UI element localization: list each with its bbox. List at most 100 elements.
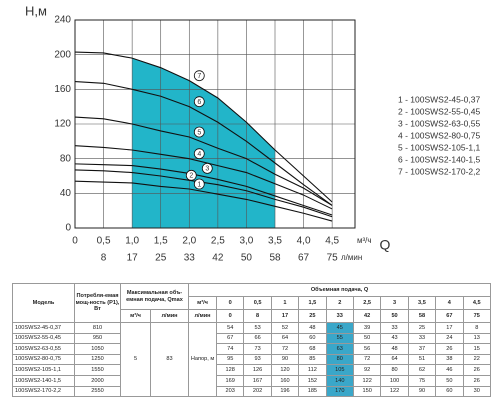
curve [74,163,333,216]
value-cell: 150 [352,385,382,398]
power-cell: 950 [74,332,121,345]
curve [74,145,333,210]
x2-tick-label: 50 [241,253,253,264]
value-cell: 48 [298,322,327,334]
plot-frame [74,19,356,229]
value-cell: 80 [325,353,354,366]
x2-tick-label: 8 [101,253,107,264]
power-cell: 2000 [74,374,121,387]
legend-entry: 6 - 100SWS2-140-1,5 [398,154,480,164]
model-cell: 100SWS2-140-1,5 [12,374,75,387]
header-cell: 67 [435,309,464,323]
header-cell: 4 [435,296,464,310]
header-cell: 42 [352,309,382,323]
value-cell: 48 [380,343,409,355]
value-cell: 85 [298,353,327,366]
curve-marker [193,148,205,160]
header-cell: 25 [298,309,327,323]
value-cell: 140 [325,374,354,387]
x2-tick-label: 25 [155,253,167,264]
header-cell: 1,5 [298,296,327,310]
value-cell: 55 [325,332,354,345]
value-cell: 33 [380,322,409,334]
value-cell: 80 [380,364,409,376]
x-tick-label: 2,0 [182,236,196,247]
header-cell: Модель [12,283,75,323]
header-cell: 75 [462,309,492,323]
header-cell: 50 [380,309,409,323]
x2-tick-label: 75 [327,253,339,264]
model-cell: 100SWS2-45-0,37 [12,322,75,334]
value-cell: 92 [352,364,382,376]
curve-marker-label: 1 [197,181,201,188]
x-tick-label: 3,0 [239,236,253,247]
value-cell: 68 [298,343,327,355]
power-cell: 1250 [74,353,121,366]
header-cell: 0 [216,309,245,323]
value-cell: 122 [352,374,382,387]
value-cell: 13 [462,332,492,345]
header-cell: 4,5 [462,296,492,310]
value-cell: 167 [243,374,272,387]
value-cell: 185 [298,385,327,398]
table-row: 100SWS2-63-0,55 1050 74 73 72 68 63 56 48 37 26 15 [12,343,492,355]
value-cell: 75 [407,374,437,387]
x2-tick-label: 58 [269,253,281,264]
x2-tick-label: 67 [298,253,310,264]
x2-unit: л/мин [341,253,362,262]
curve-marker [193,126,205,138]
table-row: 100SWS2-80-0,75 1250 95 93 90 85 80 72 64 51 38 22 [12,353,492,366]
head-label-cell: Напор, м [188,321,218,398]
y-tick-label: 0 [65,223,71,234]
power-cell: 2550 [74,385,121,398]
value-cell: 64 [270,332,300,345]
value-cell: 56 [352,343,382,355]
header-cell: 0 [216,296,245,310]
curve [74,180,333,222]
value-cell: 25 [407,322,437,334]
value-cell: 152 [298,374,327,387]
curve [74,80,333,206]
value-cell: 39 [352,322,382,334]
header-cell: Потребля-емая мощ-ность (P1), Вт [74,283,121,323]
value-cell: 74 [216,343,245,355]
value-cell: 38 [435,353,464,366]
legend-entry: 1 - 100SWS2-45-0,37 [398,94,480,104]
curve-marker [193,70,205,82]
x-tick-label: 4,0 [297,236,311,247]
value-cell: 43 [380,332,409,345]
header-cell: л/мин [149,309,190,323]
value-cell: 128 [216,364,245,376]
curve-marker [201,162,213,174]
y-tick-label: 200 [54,49,71,60]
curve-marker-label: 4 [197,151,201,158]
header-cell: 3,5 [407,296,437,310]
header-cell: 2,5 [352,296,382,310]
value-cell: 26 [462,374,492,387]
curve-marker-label: 7 [197,73,201,80]
y-axis-label: Н,м [25,3,47,18]
chart: Н,м 0 40 80 120 160 200 240 0 0,5 1,0 1,5 2,0 2,5 3,0… [25,3,480,264]
value-cell: 95 [216,353,245,366]
y-tick-label: 40 [60,188,72,199]
value-cell: 100 [380,374,409,387]
model-cell: 100SWS2-63-0,55 [12,343,75,355]
header-cell: 2 [325,296,354,310]
curve-marker [193,96,205,108]
x-tick-label: 2,5 [211,236,225,247]
value-cell: 37 [407,343,437,355]
value-cell: 50 [435,374,464,387]
power-cell: 1550 [74,364,121,376]
value-cell: 105 [325,364,354,376]
header-cell: 17 [270,309,300,323]
model-cell: 100SWS2-105-1,1 [12,364,75,376]
header-cell: 3 [380,296,409,310]
qmax-cell: 5 [120,321,151,398]
header-cell: м³/ч [120,309,151,323]
x2-tick-label: 42 [212,253,224,264]
header-cell: 58 [407,309,437,323]
value-cell: 17 [435,322,464,334]
x2-tick-label: 17 [127,253,139,264]
x-tick-label: 0,5 [97,236,111,247]
y-tick-label: 240 [54,15,71,26]
